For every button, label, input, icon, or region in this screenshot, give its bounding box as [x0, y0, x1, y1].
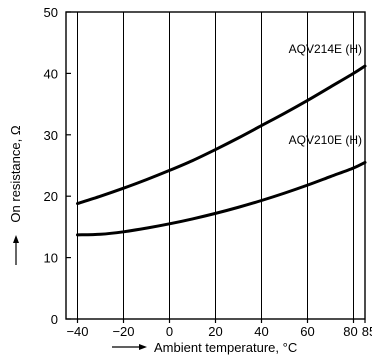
- x-tick-label-1: −20: [112, 324, 134, 339]
- y-tick-label-3: 30: [44, 128, 58, 143]
- x-axis-arrow-head: [139, 344, 147, 350]
- x-tick-label-0: −40: [66, 324, 88, 339]
- series-label-aqv214e: AQV214E (H): [289, 42, 362, 56]
- y-tick-label-2: 20: [44, 189, 58, 204]
- y-tick-label-1: 10: [44, 251, 58, 266]
- x-axis-label: Ambient temperature, °C: [154, 340, 297, 355]
- y-tick-label-4: 40: [44, 66, 58, 81]
- tick-layer: [66, 11, 366, 323]
- label-layer: −40 −20 0 20 40 60 80 85 0 10 20 30 40 50: [44, 5, 372, 339]
- series-line-1: [76, 160, 367, 237]
- x-tick-label-7: 85: [362, 324, 372, 339]
- y-tick-label-5: 50: [44, 5, 58, 20]
- series-line-0: [76, 64, 367, 206]
- x-tick-label-6: 80: [343, 324, 357, 339]
- curve-layer: [76, 64, 367, 237]
- y-tick-label-0: 0: [51, 312, 58, 327]
- x-tick-label-4: 40: [254, 324, 268, 339]
- x-tick-label-3: 20: [208, 324, 222, 339]
- x-tick-label-5: 60: [300, 324, 314, 339]
- y-axis-arrow-head: [13, 235, 19, 243]
- x-tick-label-2: 0: [166, 324, 173, 339]
- grid-layer: [77, 12, 354, 319]
- series-label-aqv210e: AQV210E (H): [289, 133, 362, 147]
- y-axis-label: On resistance, Ω: [8, 125, 23, 222]
